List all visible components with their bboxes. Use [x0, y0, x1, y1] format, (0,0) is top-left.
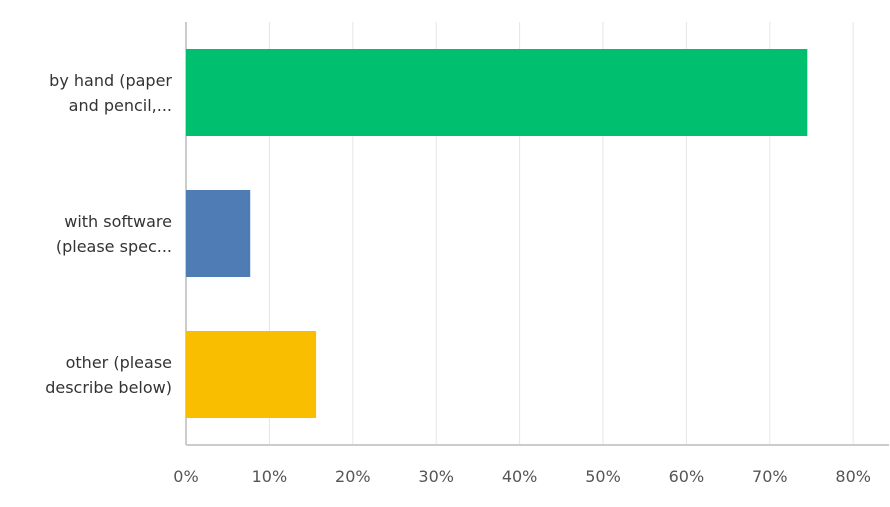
- bar: [186, 190, 251, 277]
- y-tick-label: by hand (paper and pencil,...: [49, 70, 172, 115]
- x-tick-label: 30%: [418, 467, 454, 486]
- y-tick-label: other (please describe below): [45, 352, 172, 397]
- x-tick-label: 60%: [668, 467, 705, 486]
- x-tick-label: 40%: [501, 467, 538, 486]
- bar: [186, 49, 808, 136]
- x-tick-label: 20%: [335, 467, 371, 486]
- y-tick-label: with software (please spec...: [55, 211, 172, 256]
- x-tick-label: 0%: [173, 467, 199, 486]
- x-tick-label: 80%: [835, 467, 871, 486]
- x-tick-label: 70%: [752, 467, 788, 486]
- x-tick-label: 10%: [251, 467, 288, 486]
- x-tick-label: 50%: [585, 467, 621, 486]
- bar: [186, 331, 317, 418]
